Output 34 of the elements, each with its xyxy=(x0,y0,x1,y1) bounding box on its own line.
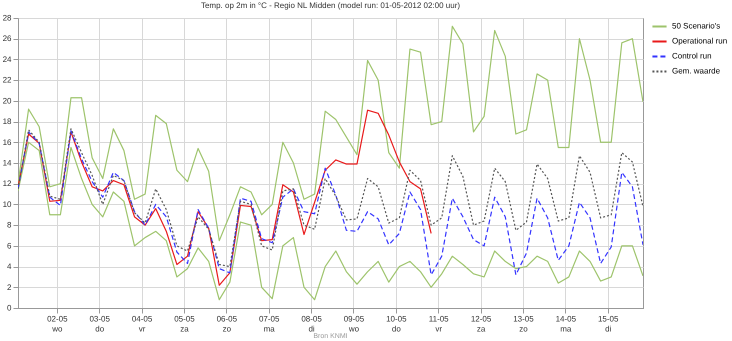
y-tick-label: 6 xyxy=(7,241,12,250)
y-tick-label: 0 xyxy=(7,304,12,312)
legend-label: Gem. waarde xyxy=(672,66,721,76)
x-tick-label: 13-05 zo xyxy=(513,314,534,334)
y-tick-label: 18 xyxy=(2,117,12,126)
y-tick-label: 4 xyxy=(7,262,12,272)
x-tick-label: 14-05 ma xyxy=(556,314,577,334)
x-tick-label: 09-05 wo xyxy=(344,314,365,334)
y-tick-label: 28 xyxy=(2,14,12,22)
y-tick-label: 24 xyxy=(2,54,12,64)
x-tick-label: 02-05 wo xyxy=(47,314,68,334)
y-tick-label: 14 xyxy=(2,158,12,168)
x-tick-label: 05-05 za xyxy=(174,314,196,334)
x-tick-label: 04-05 vr xyxy=(132,314,153,334)
y-tick-label: 26 xyxy=(2,34,12,44)
y-tick-label: 12 xyxy=(2,179,12,188)
y-tick-label: 2 xyxy=(7,282,12,292)
x-tick-label: 11-05 vr xyxy=(428,314,450,334)
x-tick-label: 07-05 ma xyxy=(258,314,280,334)
y-tick-label: 22 xyxy=(2,76,12,85)
x-tick-label: 10-05 do xyxy=(386,314,408,334)
chart-title: Temp. op 2m in °C - Regio NL Midden (model run: 01-05-2012 02:00 uur) xyxy=(200,1,460,10)
y-tick-label: 8 xyxy=(7,220,12,230)
x-tick-label: 15-05 di xyxy=(598,314,619,334)
legend-label: 50 Scenario's xyxy=(672,22,720,30)
legend-label: Control run xyxy=(672,52,712,60)
y-tick-label: 20 xyxy=(2,96,12,106)
x-tick-label: 08-05 di xyxy=(301,314,322,334)
y-tick-label: 16 xyxy=(2,138,12,147)
x-tick-label: 12-05 za xyxy=(470,314,492,334)
x-tick-label: 03-05 do xyxy=(89,314,110,334)
x-tick-label: 06-05 zo xyxy=(216,314,238,334)
legend-label: Operational run xyxy=(672,36,728,46)
y-tick-label: 10 xyxy=(2,200,12,209)
